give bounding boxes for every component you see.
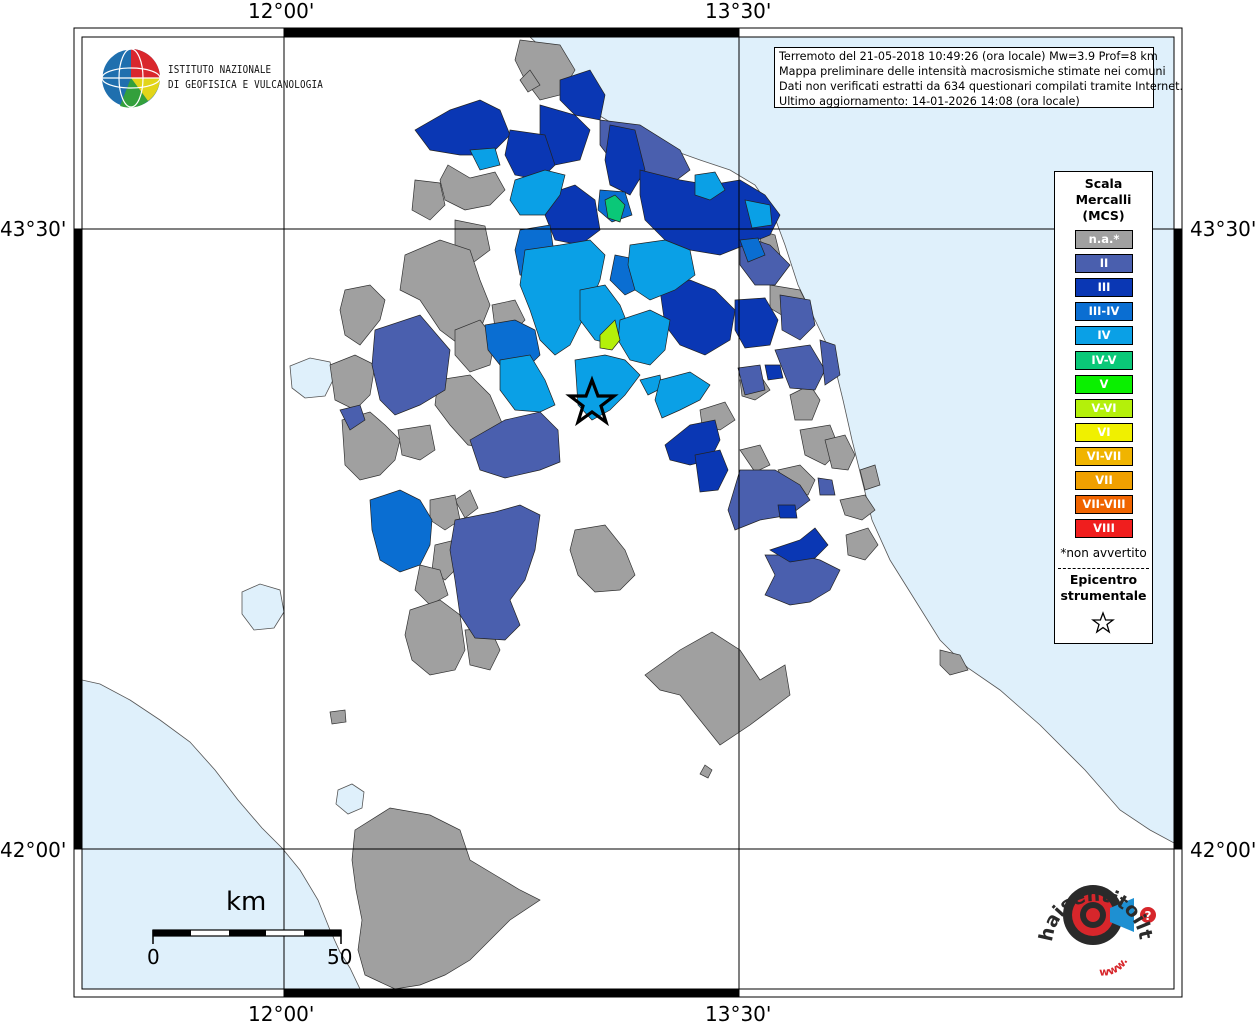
- event-info-line2: Mappa preliminare delle intensità macros…: [779, 65, 1166, 78]
- scale-bar-min: 0: [147, 945, 160, 969]
- svg-text:?: ?: [1145, 909, 1152, 923]
- mcs-iv-areas: [469, 147, 773, 421]
- lon-label-top-12: 12°00': [248, 0, 315, 23]
- legend-star-icon: [1091, 611, 1115, 634]
- legend-item: VI: [1075, 422, 1133, 442]
- lon-label-bottom-12: 12°00': [248, 1002, 315, 1026]
- epicenter-star-icon: [565, 375, 619, 427]
- legend-item: VII: [1075, 471, 1133, 490]
- legend-item: V-VI: [1075, 398, 1133, 418]
- scale-bar: [152, 929, 342, 944]
- lake-bolsena: [241, 583, 285, 631]
- ingv-name-line1: ISTITUTO NAZIONALE: [168, 64, 272, 76]
- legend-item: V: [1075, 374, 1133, 394]
- legend-item: VII-VIII: [1075, 495, 1133, 515]
- tyrrhenian-sea: [81, 679, 361, 990]
- legend-item: III: [1075, 278, 1133, 298]
- lake-trasimeno: [289, 357, 335, 399]
- legend-epicenter-line2: strumentale: [1060, 588, 1147, 603]
- event-info-line4: Ultimo aggiornamento: 14-01-2026 14:08 (…: [779, 95, 1080, 108]
- scale-bar-unit: km: [226, 887, 267, 917]
- legend-item: IV: [1075, 326, 1133, 346]
- legend-item: VIII: [1075, 519, 1133, 539]
- legend-item: II: [1075, 254, 1133, 274]
- lake-bracciano: [335, 783, 365, 815]
- hsit-logo-icon: ?: [1063, 885, 1156, 945]
- mcs-v-vi-area: [599, 319, 621, 351]
- event-info-line1: Terremoto del 21-05-2018 10:49:26 (ora l…: [779, 50, 1158, 63]
- legend-item: III-IV: [1075, 302, 1133, 322]
- mcs-legend: Scala Mercalli (MCS) n.a.* II III III-IV IV I…: [1054, 171, 1153, 644]
- legend-item: VI-VII: [1075, 446, 1133, 466]
- legend-epicenter-label: Epicentro strumentale: [1055, 572, 1152, 604]
- mcs-ii-areas: [339, 119, 841, 641]
- lon-label-bottom-1330: 13°30': [705, 1002, 772, 1026]
- legend-item: IV-V: [1075, 350, 1133, 370]
- lat-label-left-4330: 43°30': [0, 217, 67, 241]
- scale-bar-max: 50: [327, 945, 353, 969]
- graticule: [74, 28, 1182, 997]
- legend-epicenter-line1: Epicentro: [1069, 572, 1138, 587]
- legend-title-line2: Mercalli: [1075, 192, 1132, 207]
- lat-label-left-4200: 42°00': [0, 838, 67, 862]
- event-info-line3: Dati non verificati estratti da 634 ques…: [779, 80, 1184, 93]
- legend-separator: [1058, 568, 1149, 569]
- lat-label-right-4200: 42°00': [1190, 838, 1256, 862]
- legend-title-line1: Scala: [1084, 176, 1123, 191]
- lat-label-right-4330: 43°30': [1190, 217, 1256, 241]
- legend-title-line3: (MCS): [1082, 208, 1125, 223]
- na-areas: [329, 39, 969, 990]
- mcs-iv-v-area: [604, 194, 626, 223]
- legend-item: n.a.*: [1075, 230, 1133, 249]
- legend-title: Scala Mercalli (MCS): [1055, 176, 1152, 224]
- legend-note: *non avvertito: [1060, 546, 1147, 560]
- mcs-iii-areas: [414, 69, 829, 563]
- ingv-globe-icon: [101, 48, 161, 108]
- lon-label-top-1330: 13°30': [705, 0, 772, 23]
- map-frame: [73, 27, 1183, 998]
- ingv-name-line2: DI GEOFISICA E VULCANOLOGIA: [168, 79, 323, 91]
- event-info-box: Terremoto del 21-05-2018 10:49:26 (ora l…: [774, 47, 1184, 108]
